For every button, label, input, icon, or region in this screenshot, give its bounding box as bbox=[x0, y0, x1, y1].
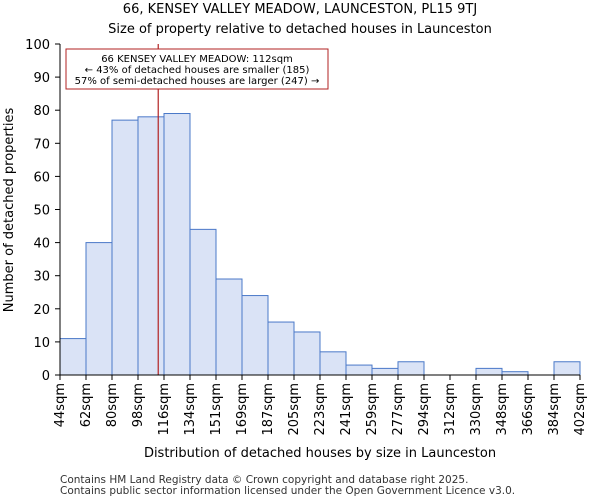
bar-116sqm bbox=[163, 113, 191, 376]
x-tick-label-44sqm: 44sqm bbox=[53, 383, 68, 427]
y-tick-label-50: 50 bbox=[33, 204, 50, 219]
bar-169sqm bbox=[241, 295, 269, 376]
bar-44sqm bbox=[59, 338, 87, 376]
x-tick-label-169sqm: 169sqm bbox=[235, 383, 250, 436]
x-tick-label-330sqm: 330sqm bbox=[469, 383, 484, 436]
bar-205sqm bbox=[293, 331, 321, 376]
marker-annotation: 66 KENSEY VALLEY MEADOW: 112sqm ← 43% of… bbox=[65, 48, 329, 90]
bar-80sqm bbox=[111, 119, 139, 376]
chart-title: 66, KENSEY VALLEY MEADOW, LAUNCESTON, PL… bbox=[123, 2, 477, 17]
x-tick-label-80sqm: 80sqm bbox=[105, 383, 120, 427]
chart-subtitle: Size of property relative to detached ho… bbox=[108, 22, 492, 37]
bar-187sqm bbox=[267, 321, 295, 376]
y-tick-label-30: 30 bbox=[33, 270, 50, 285]
x-tick-label-366sqm: 366sqm bbox=[521, 383, 536, 436]
bar-277sqm bbox=[397, 361, 425, 376]
annotation-line-3: 57% of semi-detached houses are larger (… bbox=[75, 76, 320, 87]
bar-98sqm bbox=[137, 116, 165, 376]
annotation-line-2: ← 43% of detached houses are smaller (18… bbox=[85, 65, 310, 76]
bar-62sqm bbox=[85, 242, 113, 376]
x-tick-label-348sqm: 348sqm bbox=[495, 383, 510, 436]
x-tick-label-223sqm: 223sqm bbox=[313, 383, 328, 436]
y-tick-label-100: 100 bbox=[25, 38, 50, 53]
x-tick-label-294sqm: 294sqm bbox=[417, 383, 432, 436]
y-tick-label-80: 80 bbox=[33, 104, 50, 119]
x-tick-label-151sqm: 151sqm bbox=[209, 383, 224, 436]
y-tick-label-90: 90 bbox=[33, 71, 50, 86]
x-tick-label-187sqm: 187sqm bbox=[261, 383, 276, 436]
bar-241sqm bbox=[345, 364, 373, 376]
bar-259sqm bbox=[371, 367, 399, 376]
y-tick-label-70: 70 bbox=[33, 137, 50, 152]
x-tick-label-134sqm: 134sqm bbox=[183, 383, 198, 436]
x-axis-label: Distribution of detached houses by size … bbox=[144, 446, 496, 461]
bar-384sqm bbox=[553, 361, 581, 376]
bar-223sqm bbox=[319, 351, 347, 376]
x-tick-label-312sqm: 312sqm bbox=[443, 383, 458, 436]
annotation-box bbox=[65, 48, 329, 90]
y-axis-ticks: 0 10 20 30 40 50 60 70 80 90 100 bbox=[25, 38, 60, 384]
x-tick-label-241sqm: 241sqm bbox=[339, 383, 354, 436]
y-tick-label-60: 60 bbox=[33, 170, 50, 185]
y-axis-label: Number of detached properties bbox=[2, 108, 17, 313]
annotation-line-1: 66 KENSEY VALLEY MEADOW: 112sqm bbox=[101, 54, 293, 65]
x-tick-label-259sqm: 259sqm bbox=[365, 383, 380, 436]
x-tick-label-384sqm: 384sqm bbox=[547, 383, 562, 436]
x-tick-label-402sqm: 402sqm bbox=[573, 383, 588, 436]
x-tick-label-205sqm: 205sqm bbox=[287, 383, 302, 436]
x-tick-label-277sqm: 277sqm bbox=[391, 383, 406, 436]
bar-151sqm bbox=[215, 278, 243, 376]
y-tick-label-10: 10 bbox=[33, 336, 50, 351]
x-axis-ticks: 44sqm 62sqm 80sqm 98sqm 116sqm 134sqm 151sqm 16… bbox=[53, 375, 588, 436]
bar-134sqm bbox=[189, 228, 217, 376]
footer-line-2: Contains public sector information licen… bbox=[60, 485, 515, 497]
x-tick-label-98sqm: 98sqm bbox=[131, 383, 146, 427]
x-tick-label-62sqm: 62sqm bbox=[79, 383, 94, 427]
y-tick-label-40: 40 bbox=[33, 237, 50, 252]
footer-line-1: Contains HM Land Registry data © Crown c… bbox=[60, 474, 468, 486]
bars bbox=[59, 113, 581, 376]
y-tick-label-0: 0 bbox=[42, 369, 50, 384]
bar-330sqm bbox=[475, 367, 503, 376]
y-tick-label-20: 20 bbox=[33, 303, 50, 318]
x-tick-label-116sqm: 116sqm bbox=[157, 383, 172, 436]
